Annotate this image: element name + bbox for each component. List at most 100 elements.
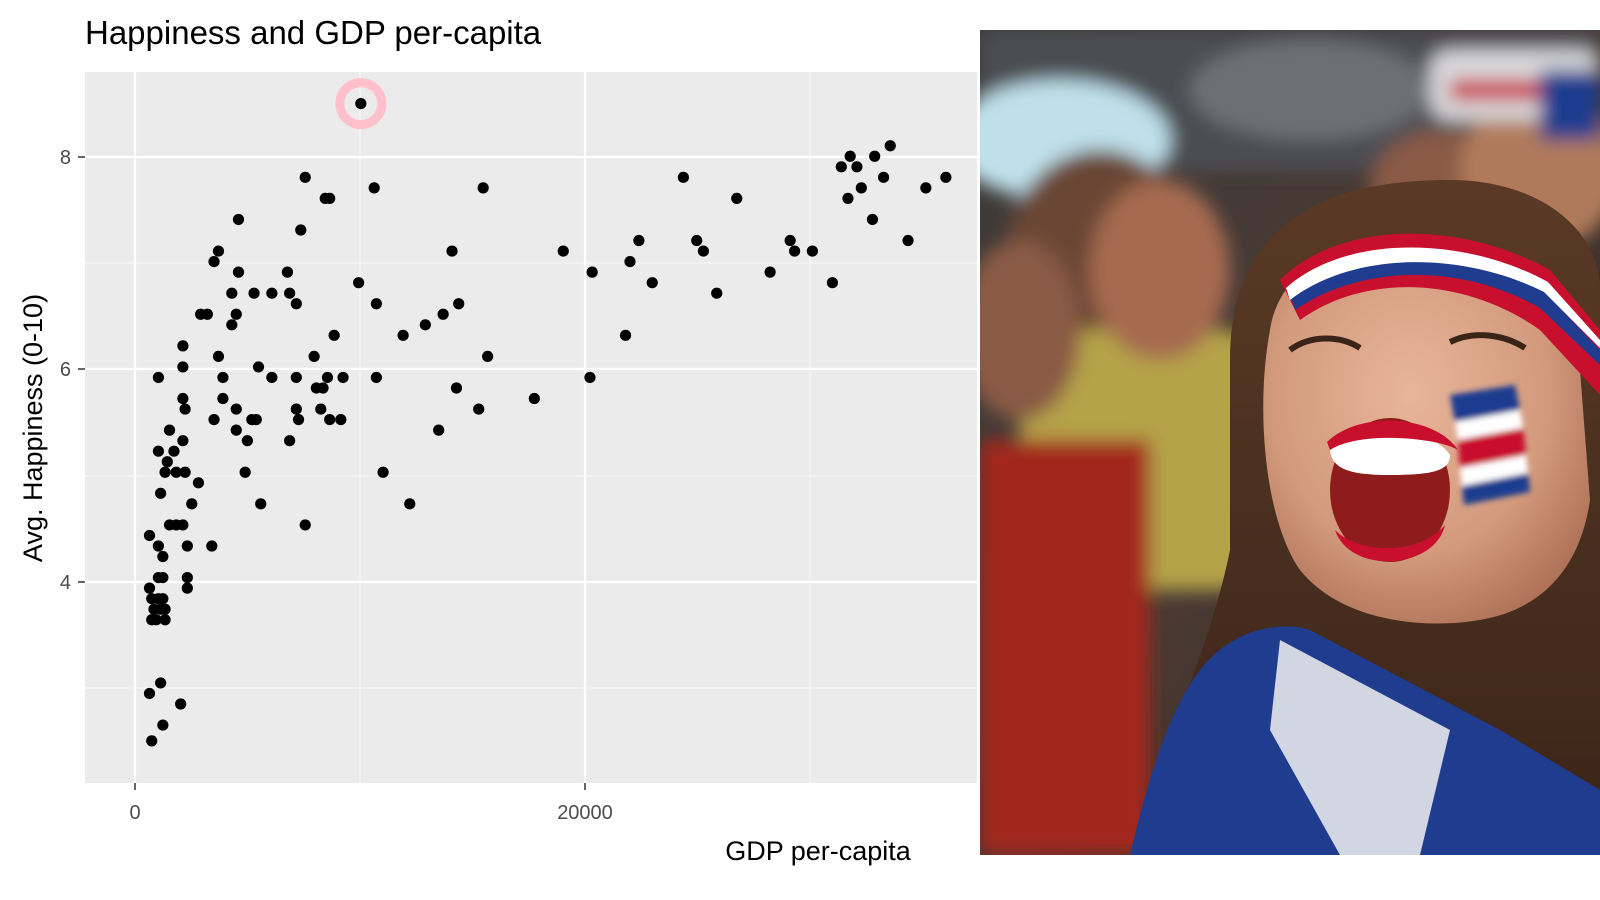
data-point <box>212 350 225 362</box>
data-point <box>788 245 801 257</box>
data-point <box>232 213 245 226</box>
data-point <box>230 308 242 320</box>
data-point <box>181 572 193 584</box>
data-point <box>177 361 189 373</box>
data-point <box>201 308 213 320</box>
data-point <box>866 213 879 226</box>
data-point <box>477 182 489 194</box>
data-point <box>230 403 242 415</box>
data-point <box>826 277 839 289</box>
data-point <box>206 540 218 552</box>
data-point <box>146 735 158 747</box>
data-point <box>248 287 260 299</box>
data-point <box>163 424 176 436</box>
data-point <box>869 150 881 162</box>
chart-title: Happiness and GDP per-capita <box>85 14 542 51</box>
y-axis-label: Avg. Happiness (0-10) <box>18 294 48 562</box>
data-point <box>940 171 952 183</box>
data-point <box>315 403 327 415</box>
data-point <box>877 171 890 183</box>
y-tick-label: 6 <box>60 359 71 381</box>
data-point <box>764 266 776 278</box>
data-point <box>624 256 636 268</box>
data-point <box>335 414 347 426</box>
data-point <box>328 329 340 341</box>
data-point <box>159 603 171 615</box>
data-point <box>528 392 540 405</box>
data-point <box>450 382 463 394</box>
data-point <box>143 582 156 594</box>
data-point <box>255 498 267 510</box>
fan-shirt <box>1130 626 1600 855</box>
data-point <box>252 361 265 373</box>
data-point <box>266 287 278 299</box>
data-point <box>155 677 167 689</box>
data-point <box>152 540 165 552</box>
data-point <box>168 445 180 457</box>
x-axis-label: GDP per-capita <box>725 836 912 866</box>
data-point <box>473 403 485 415</box>
data-point <box>152 445 165 457</box>
data-point <box>186 498 198 510</box>
x-tick-label: 0 <box>129 802 140 824</box>
data-point <box>433 424 445 436</box>
data-point <box>482 350 494 362</box>
data-point <box>152 371 165 384</box>
plot-panel <box>85 72 977 783</box>
data-point <box>226 319 238 331</box>
data-point <box>586 266 598 278</box>
data-point <box>181 582 193 594</box>
data-point <box>299 171 311 183</box>
data-point <box>920 182 932 194</box>
data-point <box>281 266 294 278</box>
data-point <box>851 161 863 173</box>
data-point <box>697 245 709 257</box>
data-point <box>453 298 465 310</box>
data-point <box>370 298 383 310</box>
data-point <box>177 392 189 405</box>
data-point <box>284 435 296 447</box>
data-point <box>731 192 743 204</box>
data-point <box>844 150 856 162</box>
data-point <box>157 550 169 563</box>
data-point <box>226 287 238 299</box>
cheek-flag-paint <box>1450 385 1530 505</box>
data-point <box>181 540 193 552</box>
data-point <box>177 435 189 447</box>
data-point <box>159 466 171 478</box>
data-point <box>157 593 169 605</box>
data-point <box>179 466 191 478</box>
data-point <box>377 466 389 478</box>
data-point <box>317 382 329 394</box>
data-point <box>212 245 225 257</box>
data-point <box>321 371 334 384</box>
data-point <box>266 371 278 384</box>
data-point <box>711 287 723 299</box>
data-point <box>691 234 703 247</box>
data-point <box>842 192 854 204</box>
data-point <box>290 403 302 415</box>
fan-face <box>1263 233 1600 624</box>
data-point <box>646 277 658 289</box>
data-point <box>355 98 367 110</box>
data-point <box>290 371 302 384</box>
data-point <box>397 329 409 341</box>
major-grid-lines <box>85 72 977 783</box>
data-point <box>161 456 173 468</box>
data-point <box>155 487 167 499</box>
data-point <box>633 234 645 247</box>
data-point <box>217 371 229 384</box>
data-point <box>143 687 156 700</box>
data-point <box>584 371 596 384</box>
data-point <box>437 308 449 320</box>
highlight-ring <box>335 78 387 130</box>
data-point <box>353 277 365 289</box>
data-point <box>884 140 896 152</box>
data-point <box>295 224 307 236</box>
data-point <box>208 414 220 426</box>
data-point <box>157 719 169 731</box>
data-point <box>557 245 569 257</box>
data-point <box>159 614 171 626</box>
data-point <box>170 466 182 478</box>
data-point <box>177 519 189 531</box>
